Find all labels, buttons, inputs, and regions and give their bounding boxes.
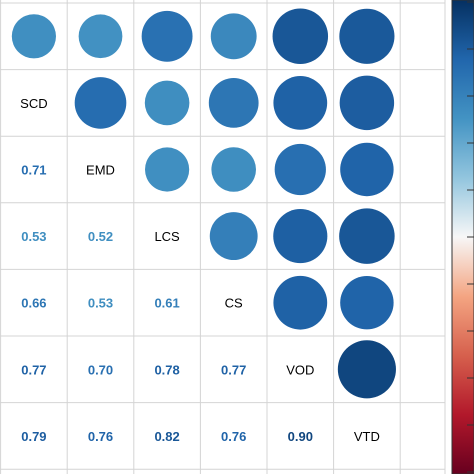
color-legend-bar — [451, 0, 474, 474]
color-legend — [451, 0, 474, 474]
correlation-circle — [273, 275, 328, 330]
grid-lines — [0, 0, 446, 474]
correlation-circle — [273, 76, 328, 130]
correlation-value: 0.53 — [21, 229, 46, 244]
correlation-circle — [141, 10, 193, 62]
correlation-circle — [144, 80, 190, 126]
correlation-circle — [11, 14, 56, 59]
correlation-value: 0.82 — [154, 429, 179, 444]
correlation-circle — [273, 209, 328, 264]
correlation-circle — [272, 8, 329, 65]
correlation-circle — [210, 13, 257, 60]
correlation-circle — [340, 142, 394, 197]
correlation-value: 0.76 — [221, 429, 246, 444]
correlation-value: 0.90 — [288, 429, 313, 444]
correlation-circle — [208, 78, 259, 128]
correlation-value: 0.66 — [21, 296, 46, 311]
correlation-circle — [209, 212, 258, 261]
correlation-value: 0.78 — [154, 362, 179, 377]
variable-label: LCS — [154, 229, 180, 244]
matrix-cells: PHD0.52SCD0.510.71EMD0.690.530.52LCS0.56… — [11, 8, 396, 444]
correlation-circle — [339, 208, 395, 264]
correlation-value: 0.79 — [21, 429, 46, 444]
variable-label: EMD — [86, 163, 115, 178]
variable-label: VOD — [286, 362, 314, 377]
correlation-value: 0.76 — [88, 429, 113, 444]
correlation-value: 0.53 — [88, 296, 113, 311]
variable-label: VTD — [354, 429, 380, 444]
correlation-value: 0.77 — [221, 362, 246, 377]
variable-label: CS — [225, 296, 243, 311]
correlation-circle — [339, 8, 395, 64]
correlation-circle — [78, 14, 123, 59]
correlation-value: 0.71 — [21, 163, 46, 178]
correlation-value: 0.77 — [21, 362, 46, 377]
correlation-circle — [339, 75, 395, 131]
correlation-value: 0.70 — [88, 362, 113, 377]
correlation-value: 0.61 — [154, 296, 179, 311]
variable-label: SCD — [20, 96, 47, 111]
correlation-circle — [337, 340, 396, 399]
correlation-circle — [340, 275, 394, 330]
correlation-circle — [211, 147, 257, 192]
color-legend-ticks — [467, 1, 474, 473]
correlation-value: 0.52 — [88, 229, 113, 244]
correlation-circle — [74, 77, 127, 129]
correlation-circle — [145, 147, 190, 192]
correlation-circle — [274, 143, 326, 196]
